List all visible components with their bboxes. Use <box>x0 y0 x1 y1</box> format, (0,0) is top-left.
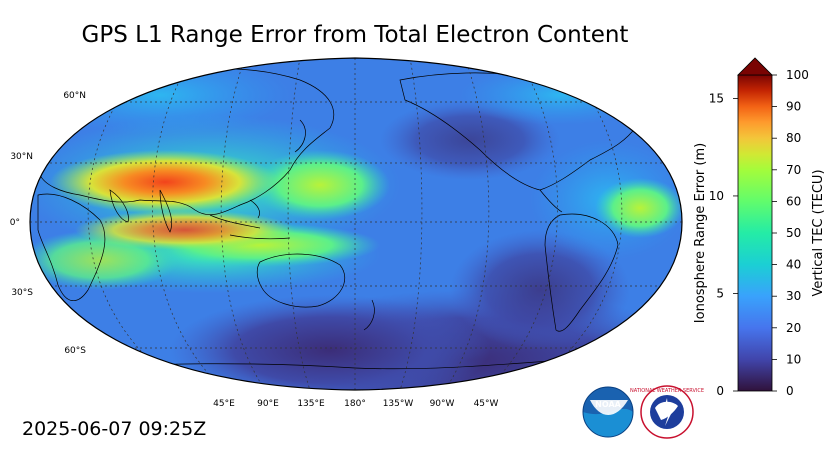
colorbar-right-label: Vertical TEC (TECU) <box>811 169 826 296</box>
nws-logo: NATIONAL WEATHER SERVICE <box>630 385 704 439</box>
noaa-logo: NOAA <box>582 386 634 438</box>
lat-labels: 60°N 30°N 0° 30°S 60°S <box>10 91 87 356</box>
lon-label-135w: 135°W <box>383 399 414 409</box>
colorbar-right-tick-label: 30 <box>786 289 801 303</box>
colorbar-right-tick-label: 10 <box>786 352 801 366</box>
lat-label-0: 0° <box>10 218 20 228</box>
noaa-logo-text: NOAA <box>595 400 621 409</box>
lat-label-60n: 60°N <box>63 91 86 101</box>
colorbar-right-tick-label: 0 <box>786 384 794 398</box>
lat-label-60s: 60°S <box>64 346 86 356</box>
nws-logo-text: NATIONAL WEATHER SERVICE <box>630 388 704 394</box>
map-title: GPS L1 Range Error from Total Electron C… <box>81 22 629 48</box>
lat-label-30n: 30°N <box>10 152 33 162</box>
colorbar-left-ticks: 0 5 10 15 <box>709 91 738 398</box>
lat-label-30s: 30°S <box>11 288 33 298</box>
colorbar-right-tick-label: 90 <box>786 100 801 114</box>
tec-field <box>30 58 682 390</box>
lon-label-180: 180° <box>344 399 366 409</box>
colorbar-right-tick-label: 70 <box>786 163 801 177</box>
colorbar-left-tick-label: 15 <box>709 91 724 105</box>
lon-label-90e: 90°E <box>257 399 279 409</box>
colorbar-left-tick-label: 5 <box>716 286 724 300</box>
colorbar: 0 10 20 30 40 50 60 70 80 90 100 0 5 10 15 Ionosphere… <box>693 57 826 398</box>
lon-labels: 45°E 90°E 135°E 180° 135°W 90°W 45°W <box>213 399 498 409</box>
colorbar-left-tick-label: 0 <box>716 384 724 398</box>
colorbar-right-tick-label: 40 <box>786 258 801 272</box>
colorbar-right-tick-label: 60 <box>786 194 801 208</box>
colorbar-right-tick-label: 20 <box>786 321 801 335</box>
colorbar-extend-arrow <box>737 57 773 76</box>
timestamp: 2025-06-07 09:25Z <box>22 418 207 440</box>
colorbar-left-label: Ionosphere Range Error (m) <box>693 143 708 323</box>
globe-outline <box>29 57 683 391</box>
colorbar-left-tick-label: 10 <box>709 189 724 203</box>
colorbar-right-tick-label: 80 <box>786 131 801 145</box>
colorbar-bar <box>737 74 773 392</box>
lon-label-45e: 45°E <box>213 399 235 409</box>
lon-label-135e: 135°E <box>297 399 325 409</box>
colorbar-right-tick-label: 50 <box>786 226 801 240</box>
lon-label-45w: 45°W <box>474 399 499 409</box>
lon-label-90w: 90°W <box>430 399 455 409</box>
colorbar-right-tick-label: 100 <box>786 68 809 82</box>
colorbar-right-ticks: 0 10 20 30 40 50 60 70 80 90 100 <box>772 68 809 398</box>
